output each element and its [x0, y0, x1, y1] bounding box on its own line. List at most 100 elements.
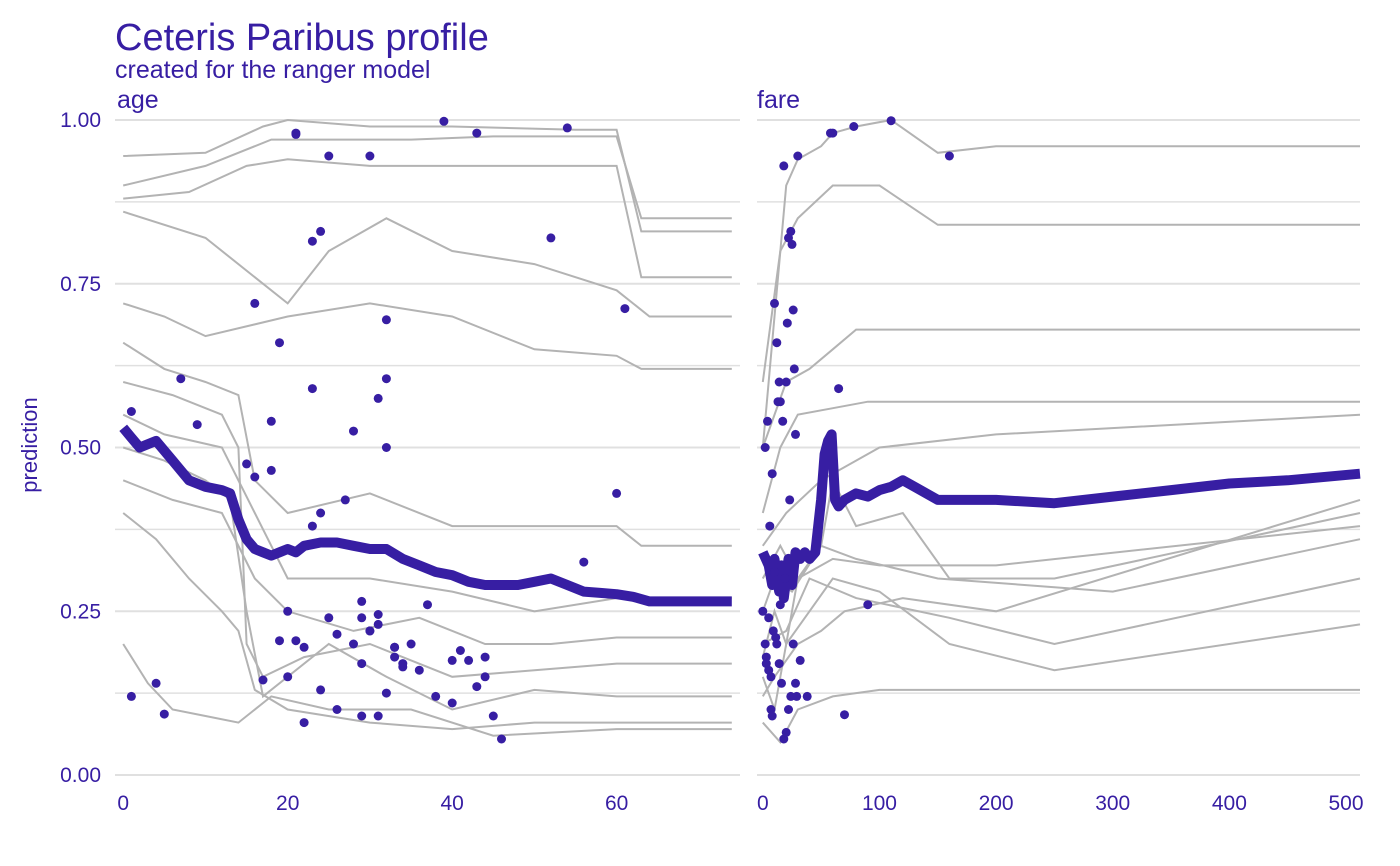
observation-point: [283, 606, 293, 616]
y-tick-label: 0.00: [60, 764, 101, 787]
ice-profile-line: [761, 498, 1361, 697]
observation-point: [291, 636, 301, 646]
observation-point: [840, 710, 849, 720]
mean-profile-line: [758, 429, 1361, 604]
ice-profile-line: [761, 328, 1360, 448]
observation-point: [765, 521, 775, 531]
ice-profile-line: [122, 341, 732, 547]
observation-point: [250, 472, 260, 482]
observation-point: [763, 416, 772, 426]
ice-profile-line: [122, 643, 732, 737]
observation-point: [373, 393, 383, 403]
observation-point: [779, 161, 789, 171]
observation-point: [316, 508, 326, 518]
y-tick-label: 0.50: [60, 437, 101, 460]
observation-point: [365, 626, 375, 636]
ice-profile-line: [761, 118, 1360, 448]
observation-point: [381, 688, 391, 698]
ice-profile-line: [122, 135, 732, 220]
observation-point: [242, 459, 252, 469]
observation-point: [758, 606, 768, 616]
x-tick-label: 100: [862, 792, 897, 815]
ice-profile-line: [122, 479, 732, 645]
observation-point: [299, 642, 309, 652]
observation-point: [307, 384, 317, 394]
observation-point: [760, 443, 770, 452]
observation-point: [562, 123, 572, 133]
y-axis-label: prediction: [17, 397, 42, 492]
x-tick-label: 0: [757, 792, 769, 815]
observation-point: [299, 718, 309, 728]
observation-point: [849, 122, 859, 131]
observation-point: [778, 416, 788, 426]
observation-point: [764, 613, 774, 623]
ice-profile-line: [761, 525, 1361, 580]
observation-point: [381, 374, 391, 384]
observation-point: [332, 629, 342, 639]
observation-point: [760, 639, 770, 649]
observation-point: [275, 338, 284, 348]
observation-point: [497, 734, 506, 744]
observation-point: [126, 407, 136, 416]
observation-point: [802, 691, 812, 701]
observation-point: [176, 374, 186, 384]
observation-point: [788, 305, 798, 315]
observation-point: [781, 377, 791, 387]
observation-point: [791, 429, 800, 439]
observation-point: [791, 678, 800, 688]
observation-point: [464, 655, 474, 665]
observation-point: [151, 678, 161, 688]
ice-profile-line: [762, 577, 1361, 646]
observation-point: [782, 318, 792, 328]
observation-point: [770, 567, 779, 577]
panel-fare: 0 100 200 300 400 500: [757, 116, 1364, 815]
observation-point: [332, 705, 342, 714]
observation-point: [381, 315, 391, 325]
observation-point: [365, 151, 375, 161]
x-tick-label: 60: [605, 792, 628, 815]
x-tick-label: 300: [1095, 792, 1130, 815]
panel-age: 0 20 40 60 0.00 0.25 0.50 0.75 1.00: [60, 109, 740, 815]
observation-point: [780, 574, 790, 583]
observation-point: [863, 600, 873, 610]
observation-point: [349, 426, 358, 436]
observation-point: [774, 377, 784, 387]
observation-point: [620, 304, 630, 314]
observation-point: [767, 711, 777, 721]
observation-point: [944, 151, 954, 161]
x-tick-label: 400: [1212, 792, 1247, 815]
observation-point: [373, 610, 383, 619]
ice-profile-line: [761, 184, 1360, 383]
observation-point: [767, 469, 777, 479]
x-tick-label: 500: [1328, 792, 1363, 815]
x-tick-label: 200: [979, 792, 1014, 815]
observation-point: [439, 116, 449, 126]
observation-point: [761, 659, 771, 669]
observation-point: [390, 642, 400, 652]
panel-label-fare: fare: [757, 86, 800, 114]
observation-point: [275, 636, 284, 646]
observation-point: [357, 659, 367, 669]
observation-point: [787, 239, 797, 249]
ice-profile-line: [761, 400, 1360, 514]
observation-point: [390, 652, 400, 662]
observation-point: [307, 521, 317, 531]
observation-point: [785, 495, 795, 505]
observation-point: [340, 495, 350, 505]
observation-point: [373, 711, 383, 721]
observation-point: [126, 691, 136, 701]
ice-profile-line: [122, 446, 732, 711]
observation-point: [834, 384, 844, 394]
observation-point: [381, 443, 391, 452]
observation-point: [357, 711, 367, 721]
observation-point: [423, 600, 432, 610]
observation-point: [788, 639, 798, 649]
observation-point: [792, 691, 802, 701]
observation-point: [414, 665, 424, 675]
ice-profile-line: [761, 538, 1361, 612]
ice-profile-line: [122, 302, 732, 370]
observation-point: [349, 639, 358, 649]
observation-point: [316, 685, 326, 695]
ice-profile-line: [123, 158, 732, 279]
